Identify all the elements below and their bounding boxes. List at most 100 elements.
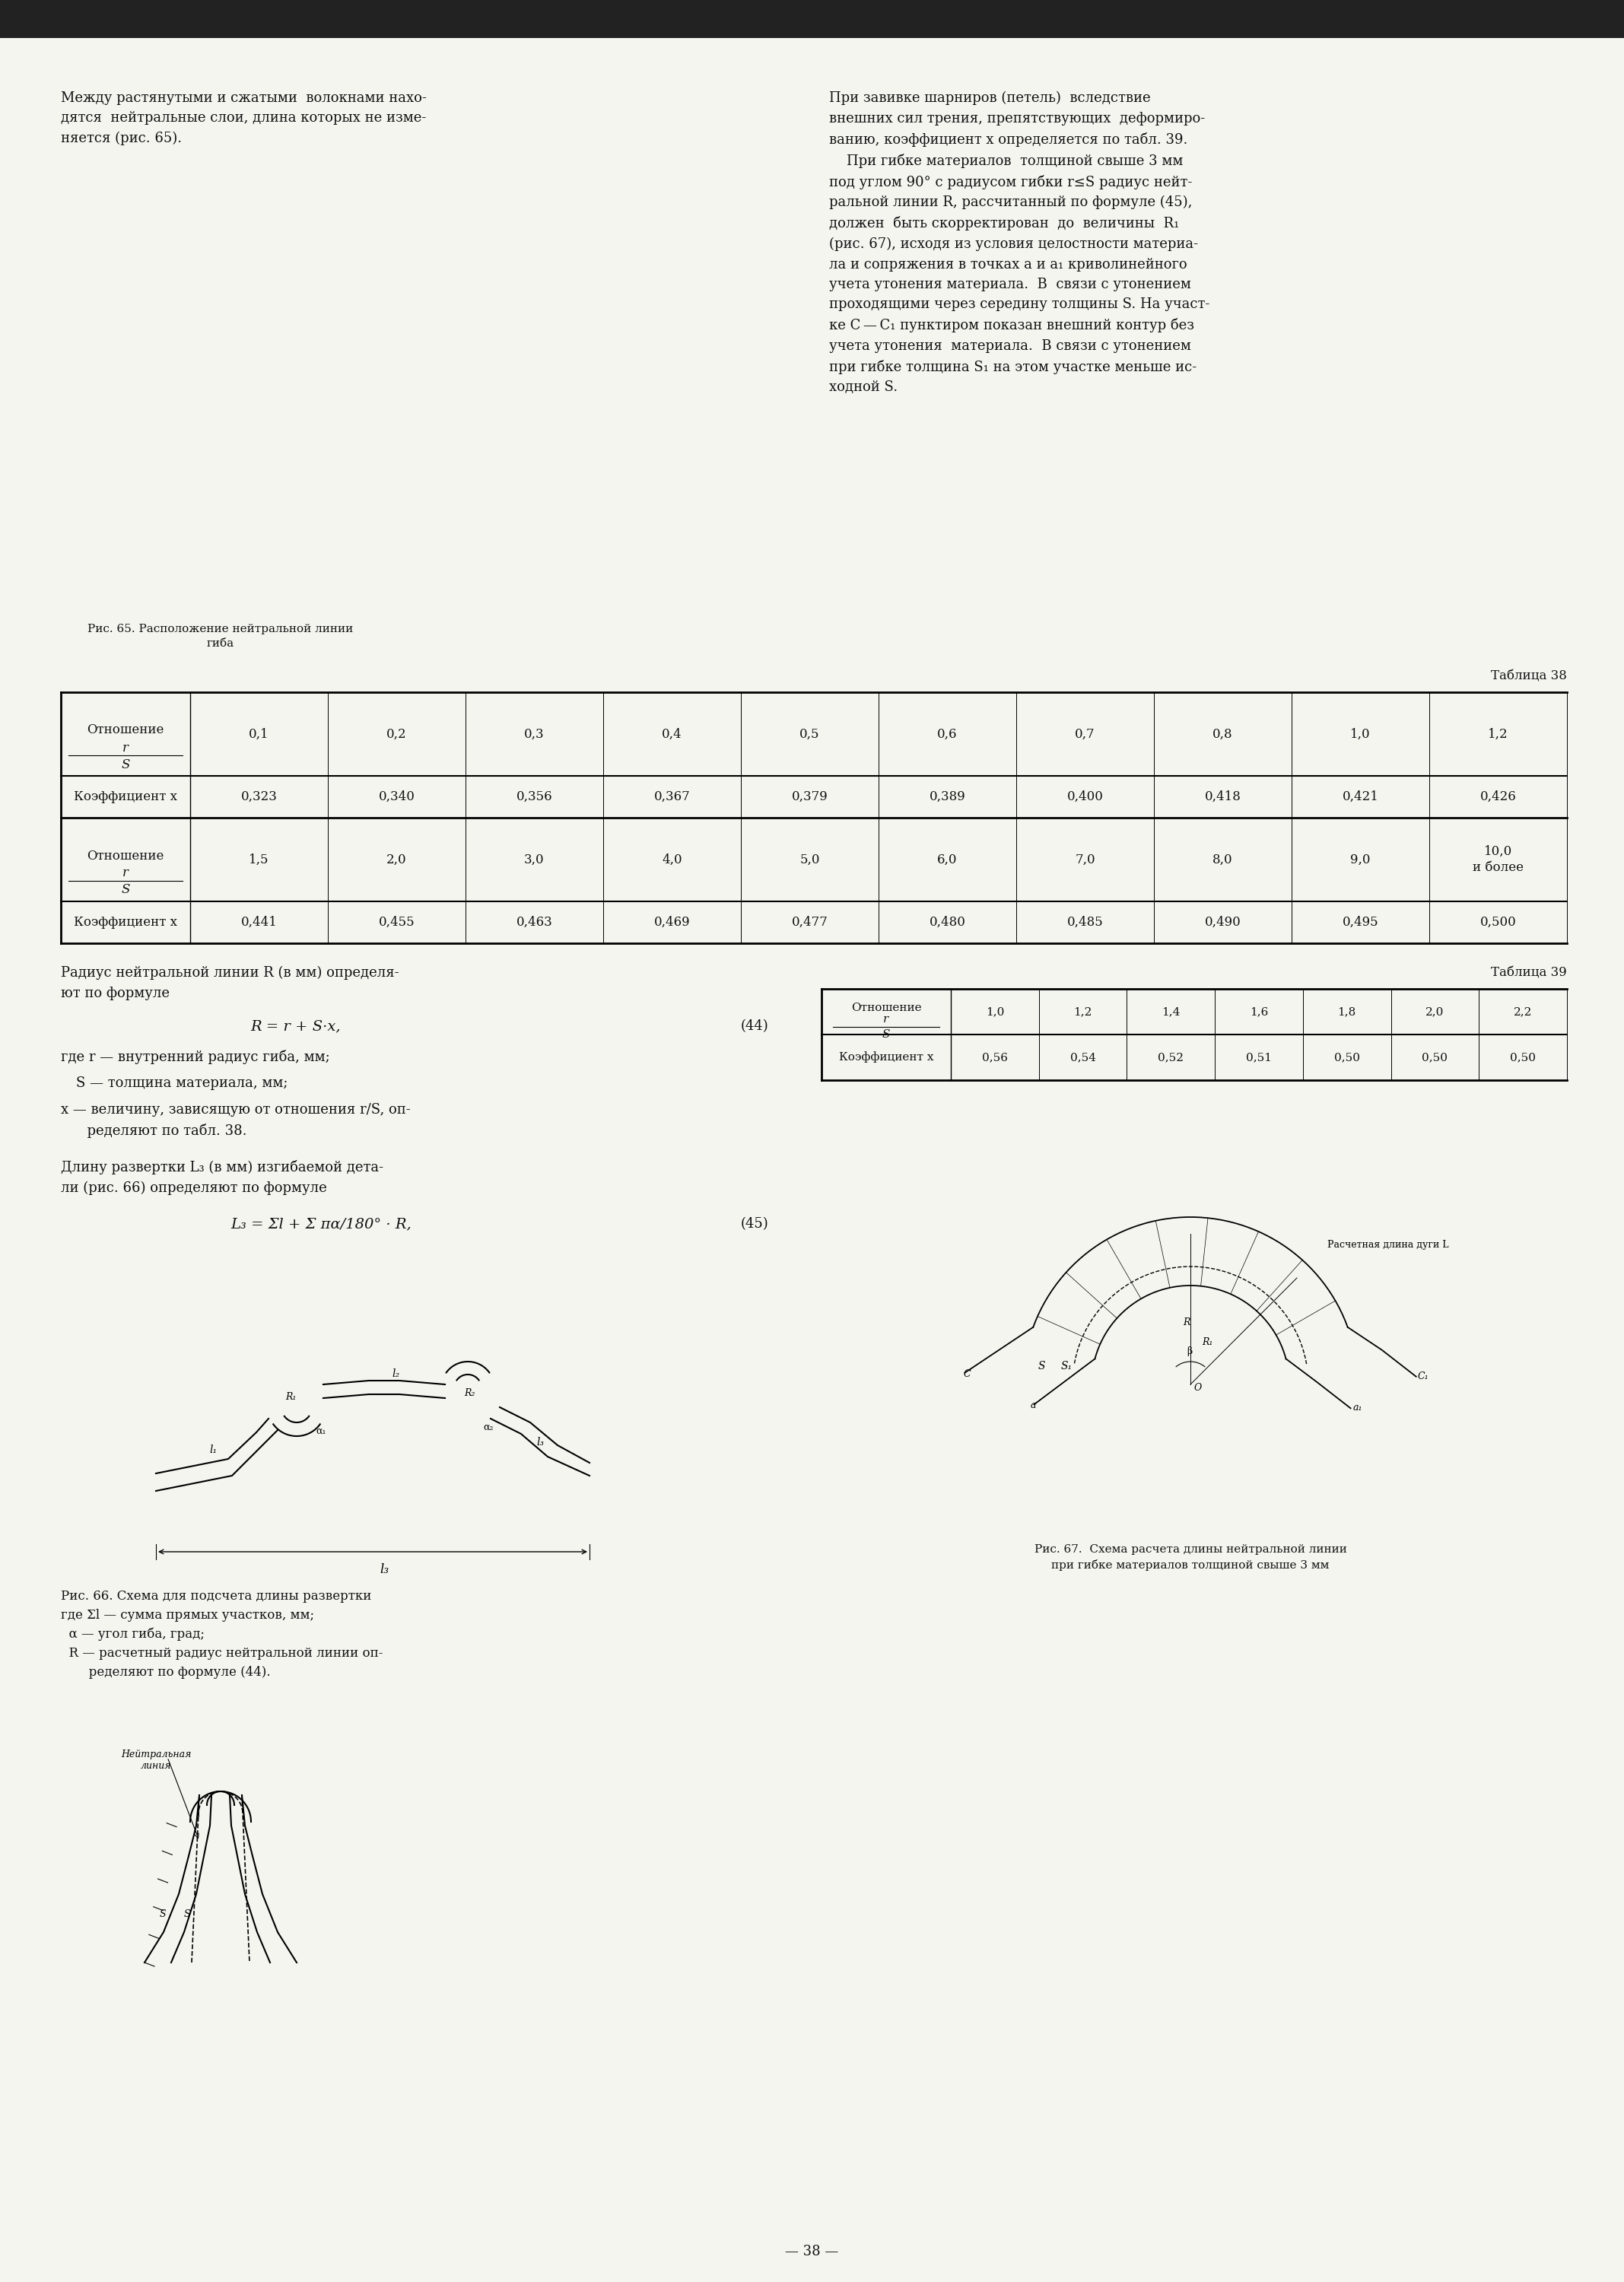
Text: S — толщина материала, мм;: S — толщина материала, мм; (76, 1077, 287, 1091)
Text: 2,0: 2,0 (387, 853, 406, 867)
Text: 0,3: 0,3 (525, 728, 544, 739)
Text: 0,52: 0,52 (1158, 1052, 1184, 1063)
Text: α₁: α₁ (315, 1426, 326, 1435)
Text: r: r (122, 867, 128, 881)
Text: 0,495: 0,495 (1343, 915, 1379, 929)
Text: 0,418: 0,418 (1205, 790, 1241, 803)
Text: 0,490: 0,490 (1205, 915, 1241, 929)
Text: Таблица 39: Таблица 39 (1491, 965, 1567, 979)
Text: 0,389: 0,389 (929, 790, 966, 803)
Text: 1,5: 1,5 (248, 853, 270, 867)
Text: 0,54: 0,54 (1070, 1052, 1096, 1063)
Text: 3,0: 3,0 (525, 853, 544, 867)
Text: (45): (45) (741, 1216, 768, 1230)
Text: 0,477: 0,477 (791, 915, 828, 929)
Text: β: β (1187, 1346, 1192, 1356)
Text: 0,500: 0,500 (1479, 915, 1517, 929)
Text: Нейтральная
линия: Нейтральная линия (120, 1750, 192, 1771)
Text: 0,8: 0,8 (1213, 728, 1233, 739)
Text: 0,50: 0,50 (1510, 1052, 1536, 1063)
Text: 0,2: 0,2 (387, 728, 406, 739)
Text: Между растянутыми и сжатыми  волокнами нахо-
дятся  нейтральные слои, длина кото: Между растянутыми и сжатыми волокнами на… (60, 91, 427, 146)
Text: r: r (883, 1013, 888, 1025)
Bar (0, 0, 1624, 39)
Text: R₁: R₁ (1202, 1337, 1213, 1346)
Text: L₃ = Σl + Σ πα/180° · R,: L₃ = Σl + Σ πα/180° · R, (231, 1216, 411, 1230)
Text: S: S (122, 883, 130, 897)
Text: 0,469: 0,469 (654, 915, 690, 929)
Text: — 38 —: — 38 — (786, 2245, 838, 2259)
Text: C: C (963, 1369, 971, 1378)
Text: Рис. 67.  Схема расчета длины нейтральной линии
при гибке материалов толщиной св: Рис. 67. Схема расчета длины нейтральной… (1034, 1545, 1346, 1570)
Text: Отношение: Отношение (851, 1002, 921, 1013)
Text: (44): (44) (741, 1020, 768, 1034)
Text: C₁: C₁ (1418, 1371, 1429, 1381)
Text: S: S (1038, 1360, 1046, 1371)
Text: 8,0: 8,0 (1213, 853, 1233, 867)
Text: При завивке шарниров (петель)  вследствие
внешних сил трения, препятствующих  де: При завивке шарниров (петель) вследствие… (830, 91, 1210, 395)
Text: S: S (122, 758, 130, 771)
Text: 0,5: 0,5 (799, 728, 820, 739)
Text: S₁: S₁ (1060, 1360, 1072, 1371)
Text: Коэффициент x: Коэффициент x (840, 1052, 934, 1063)
Text: 0,480: 0,480 (929, 915, 966, 929)
Text: 0,379: 0,379 (791, 790, 828, 803)
Text: x — величину, зависящую от отношения r/S, оп-
      ределяют по табл. 38.: x — величину, зависящую от отношения r/S… (60, 1102, 411, 1139)
Text: S: S (159, 1910, 166, 1919)
Text: 1,0: 1,0 (986, 1006, 1004, 1018)
Text: 0,6: 0,6 (937, 728, 958, 739)
Text: Расчетная длина дуги L: Расчетная длина дуги L (1327, 1239, 1449, 1251)
Text: Отношение: Отношение (88, 723, 164, 737)
Text: 0,50: 0,50 (1423, 1052, 1449, 1063)
Text: 1,2: 1,2 (1488, 728, 1509, 739)
Text: 0,56: 0,56 (983, 1052, 1009, 1063)
Text: Таблица 38: Таблица 38 (1491, 669, 1567, 682)
Text: 0,4: 0,4 (663, 728, 682, 739)
Text: 0,51: 0,51 (1246, 1052, 1272, 1063)
Text: Рис. 65. Расположение нейтральной линии
гиба: Рис. 65. Расположение нейтральной линии … (88, 623, 354, 648)
Text: 10,0
и более: 10,0 и более (1473, 844, 1523, 874)
Text: S: S (184, 1910, 190, 1919)
Text: 5,0: 5,0 (799, 853, 820, 867)
Text: Отношение: Отношение (88, 849, 164, 863)
Text: 0,421: 0,421 (1341, 790, 1379, 803)
Text: 1,0: 1,0 (1350, 728, 1371, 739)
Text: 1,6: 1,6 (1249, 1006, 1268, 1018)
Text: 0,356: 0,356 (516, 790, 552, 803)
Text: a: a (1030, 1401, 1036, 1410)
Text: Коэффициент x: Коэффициент x (73, 915, 177, 929)
Text: 0,50: 0,50 (1333, 1052, 1359, 1063)
Text: где r — внутренний радиус гиба, мм;: где r — внутренний радиус гиба, мм; (60, 1050, 330, 1063)
Text: R₁: R₁ (286, 1392, 296, 1401)
Text: 2,0: 2,0 (1426, 1006, 1444, 1018)
Text: R: R (1182, 1319, 1190, 1328)
Text: r: r (122, 742, 128, 753)
Text: 9,0: 9,0 (1350, 853, 1371, 867)
Text: 0,463: 0,463 (516, 915, 552, 929)
Text: 4,0: 4,0 (663, 853, 682, 867)
Text: l₃: l₃ (380, 1563, 388, 1577)
Text: 0,485: 0,485 (1067, 915, 1103, 929)
Text: 7,0: 7,0 (1075, 853, 1095, 867)
Text: 0,340: 0,340 (378, 790, 414, 803)
Text: 1,2: 1,2 (1073, 1006, 1091, 1018)
Text: 0,426: 0,426 (1479, 790, 1517, 803)
Text: l₂: l₂ (391, 1369, 400, 1378)
Text: 0,7: 0,7 (1075, 728, 1095, 739)
Text: R = r + S·x,: R = r + S·x, (250, 1020, 341, 1034)
Text: α₂: α₂ (482, 1422, 494, 1433)
Text: S: S (882, 1029, 890, 1041)
Text: l₃: l₃ (536, 1438, 544, 1447)
Text: 1,4: 1,4 (1161, 1006, 1181, 1018)
Text: Длину развертки L₃ (в мм) изгибаемой дета-
ли (рис. 66) определяют по формуле: Длину развертки L₃ (в мм) изгибаемой дет… (60, 1159, 383, 1196)
Text: Рис. 66. Схема для подсчета длины развертки
где Σl — сумма прямых участков, мм;
: Рис. 66. Схема для подсчета длины развер… (60, 1591, 383, 1680)
Text: R₂: R₂ (464, 1387, 474, 1399)
Text: a₁: a₁ (1353, 1403, 1363, 1413)
Text: 6,0: 6,0 (937, 853, 958, 867)
Text: 0,400: 0,400 (1067, 790, 1103, 803)
Text: 0,323: 0,323 (240, 790, 278, 803)
Text: O: O (1194, 1383, 1202, 1392)
Text: l₁: l₁ (209, 1445, 218, 1456)
Text: 0,455: 0,455 (378, 915, 414, 929)
Text: 1,8: 1,8 (1338, 1006, 1356, 1018)
